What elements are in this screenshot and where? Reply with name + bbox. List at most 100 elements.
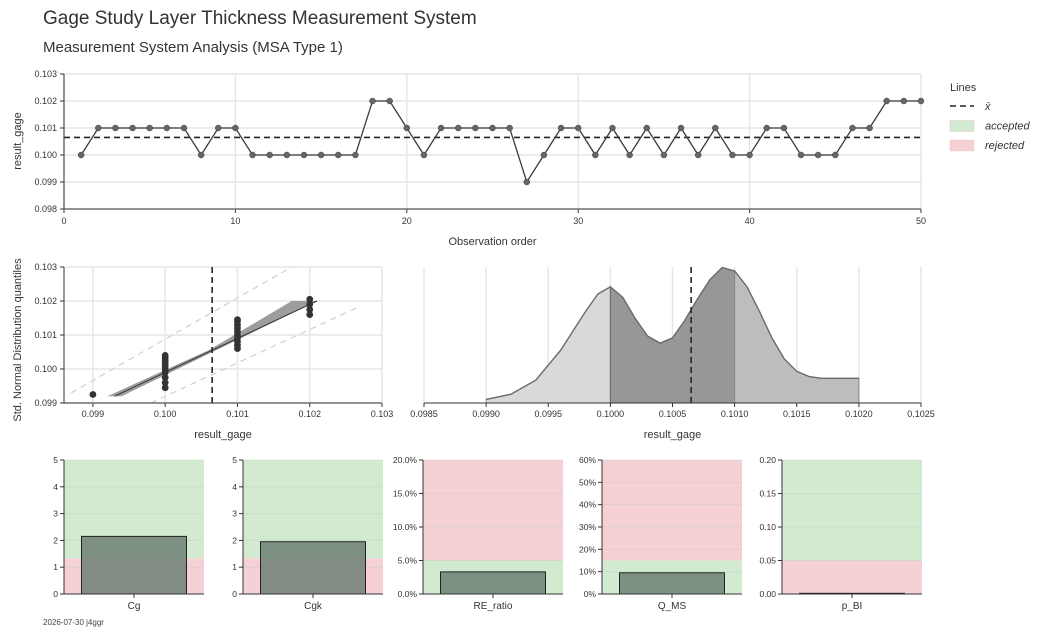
data-point <box>163 124 171 132</box>
y-tick-label: 0.103 <box>34 262 57 272</box>
data-point <box>306 311 314 318</box>
data-point <box>161 374 169 381</box>
data-point <box>506 124 513 132</box>
data-point <box>386 97 393 105</box>
bar <box>260 541 366 595</box>
rejected-zone <box>423 460 563 561</box>
x-tick-label: 0.099 <box>82 409 105 419</box>
y-tick-label: 3 <box>232 509 237 519</box>
data-point <box>77 151 85 159</box>
data-point <box>112 124 119 132</box>
data-point <box>540 151 548 159</box>
x-axis-label: Observation order <box>448 236 536 248</box>
y-tick-label: 0 <box>53 589 58 599</box>
data-point <box>660 151 668 159</box>
data-point <box>306 295 314 303</box>
x-axis-label: result_gage <box>194 429 252 441</box>
data-point <box>797 151 805 159</box>
x-axis-label: result_gage <box>644 429 702 441</box>
data-point <box>334 151 342 159</box>
y-axis-label: result_gage <box>12 112 24 170</box>
data-point <box>592 151 599 159</box>
y-tick-label: 0.15 <box>759 489 776 499</box>
data-point <box>626 151 633 159</box>
y-tick-label: 0.101 <box>34 123 57 133</box>
data-point <box>454 124 462 132</box>
data-point <box>849 124 856 132</box>
y-tick-label: 3 <box>53 509 58 519</box>
y-tick-label: 1 <box>232 562 237 572</box>
y-tick-label: 10.0% <box>393 522 418 532</box>
legend-title: Lines <box>950 82 977 94</box>
data-point <box>814 151 822 159</box>
x-tick-label: 0.0985 <box>410 409 438 419</box>
y-tick-label: 20.0% <box>393 455 418 465</box>
x-tick-label: 0.1005 <box>659 409 687 419</box>
data-point <box>472 124 479 132</box>
y-tick-label: 1 <box>53 562 58 572</box>
y-tick-label: 0.099 <box>34 398 57 408</box>
data-point <box>180 124 188 132</box>
data-point <box>643 124 651 132</box>
x-axis-label: Cgk <box>304 601 323 612</box>
y-tick-label: 2 <box>53 535 58 545</box>
y-tick-label: 0.05 <box>759 556 776 566</box>
data-point <box>146 124 153 132</box>
y-tick-label: 5 <box>53 455 58 465</box>
data-point <box>215 124 222 132</box>
data-point <box>883 97 890 105</box>
rejected-zone <box>602 460 742 561</box>
bar <box>440 571 546 595</box>
y-tick-label: 0.101 <box>34 330 57 340</box>
page-subtitle: Measurement System Analysis (MSA Type 1) <box>43 39 343 56</box>
fit-line <box>114 300 318 397</box>
y-tick-label: 60% <box>579 455 596 465</box>
x-tick-label: 50 <box>916 216 926 226</box>
data-point <box>729 151 736 159</box>
data-point <box>420 151 428 159</box>
x-tick-label: 0.100 <box>154 409 177 419</box>
x-tick-label: 0.0990 <box>472 409 500 419</box>
y-tick-label: 30% <box>579 522 596 532</box>
bar <box>81 535 187 595</box>
y-tick-label: 0.102 <box>34 96 57 106</box>
y-tick-label: 5 <box>232 455 237 465</box>
data-point <box>129 124 136 132</box>
rejected-zone <box>782 560 922 594</box>
data-point <box>89 391 97 398</box>
y-tick-label: 0.10 <box>759 522 776 532</box>
y-tick-label: 0.00 <box>759 589 776 599</box>
x-tick-label: 0.1000 <box>597 409 625 419</box>
y-tick-label: 10% <box>579 567 596 577</box>
data-point <box>557 124 565 132</box>
page-title: Gage Study Layer Thickness Measurement S… <box>43 8 477 29</box>
x-tick-label: 10 <box>230 216 240 226</box>
y-tick-label: 0.100 <box>34 150 57 160</box>
legend-label: rejected <box>985 140 1025 152</box>
y-tick-label: 0.100 <box>34 364 57 374</box>
x-tick-label: 0.1025 <box>907 409 935 419</box>
data-point <box>763 124 770 132</box>
data-point <box>161 352 169 359</box>
y-tick-label: 0.20 <box>759 455 776 465</box>
y-tick-label: 2 <box>232 535 237 545</box>
x-axis-label: Q_MS <box>658 601 687 612</box>
data-point <box>306 301 314 308</box>
timestamp-stamp: 2026-07-30 j4ggr <box>43 618 104 627</box>
x-tick-label: 20 <box>402 216 412 226</box>
data-point <box>161 384 169 392</box>
data-point <box>306 306 314 313</box>
data-point <box>283 151 291 159</box>
legend-label: accepted <box>985 121 1031 133</box>
data-point <box>95 124 102 132</box>
data-point <box>161 379 169 386</box>
data-point <box>232 124 239 132</box>
x-tick-label: 0.0995 <box>534 409 562 419</box>
y-tick-label: 0.102 <box>34 296 57 306</box>
data-point <box>574 124 582 132</box>
x-tick-label: 0.1015 <box>783 409 811 419</box>
x-axis-label: RE_ratio <box>474 601 513 612</box>
data-point <box>746 151 753 159</box>
y-tick-label: 4 <box>232 482 237 492</box>
